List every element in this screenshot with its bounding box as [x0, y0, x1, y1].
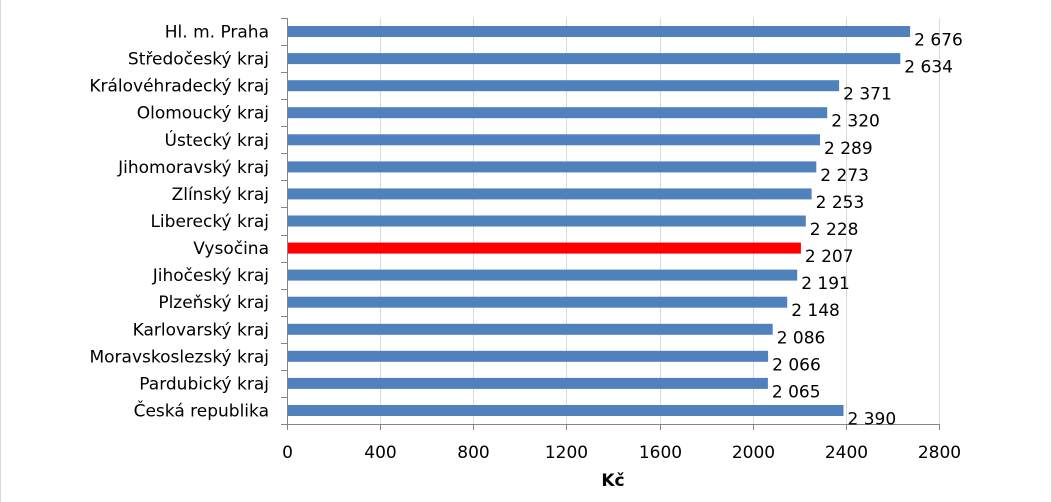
x-tick-label: 0: [282, 443, 293, 463]
bar: [287, 323, 773, 335]
value-label: 2 634: [904, 58, 953, 78]
value-label: 2 228: [810, 220, 859, 240]
category-label: Karlovarský kraj: [133, 320, 269, 340]
category-label: Královéhradecký kraj: [89, 77, 269, 97]
x-tick-label: 2800: [918, 443, 961, 463]
value-label: 2 207: [805, 247, 854, 267]
category-label: Jihomoravský kraj: [117, 158, 269, 178]
value-label: 2 320: [831, 112, 880, 132]
bar: [287, 215, 806, 227]
bar: [287, 107, 828, 119]
value-label: 2 390: [848, 410, 897, 430]
value-label: 2 676: [914, 31, 963, 51]
bar: [287, 53, 901, 65]
category-label: Plzeňský kraj: [158, 293, 269, 313]
bar: [287, 405, 844, 416]
x-tick-label: 2400: [825, 443, 868, 463]
category-label: Liberecký kraj: [150, 212, 269, 232]
value-label: 2 273: [820, 166, 869, 186]
x-tick-label: 1200: [545, 443, 588, 463]
bar: [287, 80, 840, 92]
category-label: Olomoucký kraj: [137, 104, 269, 124]
value-label: 2 086: [777, 328, 826, 348]
bar: [287, 134, 820, 146]
bar: [287, 269, 798, 281]
bar: [287, 161, 817, 173]
value-label: 2 253: [816, 193, 865, 213]
axes: [281, 18, 940, 430]
labels: 0 400 800 1200 1600 2000 2400 2800 Hl. m. Praha 2…: [89, 23, 962, 464]
x-tick-label: 400: [364, 443, 396, 463]
category-label: Vysočina: [193, 239, 269, 259]
bar: [287, 296, 788, 308]
value-label: 2 289: [824, 139, 873, 159]
value-label: 2 065: [772, 382, 821, 402]
category-label: Zlínský kraj: [172, 185, 269, 205]
category-label: Moravskoslezský kraj: [89, 347, 269, 367]
x-axis-title: Kč: [601, 471, 624, 491]
bar: [287, 26, 911, 37]
category-label: Pardubický kraj: [139, 374, 269, 394]
value-label: 2 148: [791, 301, 840, 321]
category-label: Středočeský kraj: [128, 50, 269, 70]
bars: [287, 26, 911, 416]
value-label: 2 191: [801, 274, 850, 294]
value-label: 2 371: [843, 85, 892, 105]
x-tick-label: 1600: [639, 443, 682, 463]
bar: [287, 188, 812, 200]
x-tick-label: 2000: [732, 443, 775, 463]
category-label: Hl. m. Praha: [165, 23, 269, 43]
bar: [287, 350, 769, 362]
category-label: Česká republika: [134, 400, 269, 422]
value-label: 2 066: [772, 355, 821, 375]
bar: [287, 242, 801, 254]
category-label: Jihočeský kraj: [152, 266, 269, 286]
category-label: Ústecký kraj: [165, 129, 269, 151]
bar: [287, 377, 768, 389]
x-tick-label: 800: [457, 443, 489, 463]
